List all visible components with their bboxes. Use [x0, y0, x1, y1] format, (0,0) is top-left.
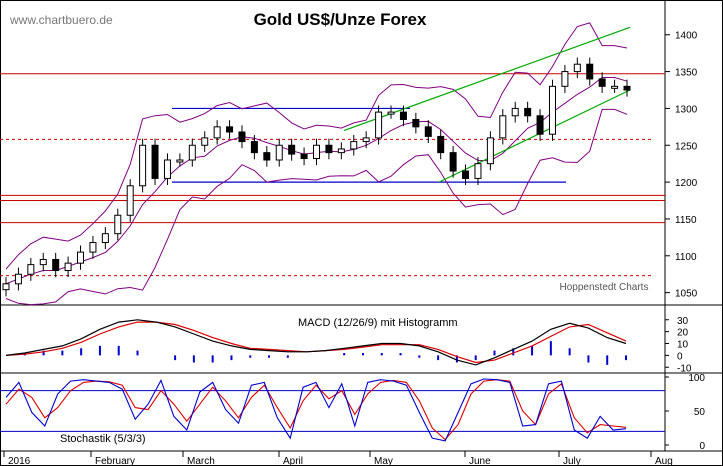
x-tick-label: Aug — [655, 456, 673, 466]
price-tick-label: 1200 — [675, 178, 698, 189]
price-tick-label: 1050 — [675, 289, 698, 300]
candle-body — [213, 126, 221, 139]
candle-body — [114, 214, 122, 235]
candle-body — [474, 163, 482, 179]
price-tick-label: 1150 — [675, 215, 697, 226]
candle-body — [275, 144, 283, 161]
candle-body — [399, 111, 407, 120]
candle-body — [462, 170, 470, 179]
stoch-tick-label: 0 — [699, 441, 705, 452]
macd-tick-label: 20 — [677, 328, 689, 339]
stoch-d-line — [5, 379, 627, 441]
candle-body — [2, 283, 10, 291]
stoch-tick-label: 50 — [694, 407, 706, 418]
macd-line — [5, 319, 627, 366]
candle-body — [27, 264, 35, 275]
price-tick-label: 1250 — [675, 141, 698, 152]
stoch-tick-label: 100 — [688, 373, 705, 384]
bollinger-lower-band — [5, 108, 628, 306]
macd-tick-label: 0 — [677, 351, 683, 362]
candle-body — [288, 144, 296, 155]
candle-body — [437, 135, 445, 154]
candle-body — [337, 148, 345, 154]
x-tick-label: June — [469, 456, 491, 466]
candle-body — [598, 78, 606, 87]
candle-body — [499, 115, 507, 139]
candle-body — [486, 137, 494, 165]
candle-body — [64, 262, 72, 272]
price-tick-label: 1300 — [675, 104, 698, 115]
macd-tick-label: 30 — [677, 316, 689, 327]
candle-body — [561, 71, 569, 87]
candle-body — [313, 144, 320, 160]
candle-body — [350, 141, 358, 150]
candle-body — [126, 185, 134, 216]
x-tick-label: February — [95, 456, 135, 466]
candle-body — [151, 144, 159, 179]
candle-body — [176, 159, 184, 163]
candle-body — [14, 273, 22, 285]
price-tick-label: 1350 — [675, 68, 698, 79]
x-tick-label: April — [283, 456, 303, 466]
candle-body — [163, 159, 171, 179]
candle-body — [424, 126, 432, 137]
candle-body — [89, 242, 97, 253]
candle-body — [623, 85, 631, 91]
macd-title: MACD (12/26/9) mit Histogramm — [298, 317, 458, 329]
candle-body — [536, 115, 544, 135]
x-tick-label: July — [563, 456, 581, 466]
macd-tick-label: -10 — [677, 363, 692, 374]
candle-body — [548, 85, 556, 135]
price-tick-label: 1400 — [675, 31, 698, 42]
candle-body — [77, 251, 85, 264]
website-label: www.chartbuero.de — [9, 13, 113, 27]
candle-body — [238, 131, 246, 143]
candle-body — [52, 258, 60, 272]
x-tick-label: May — [374, 456, 393, 466]
macd-tick-label: 10 — [677, 340, 689, 351]
candle-body — [101, 233, 109, 244]
candle-body — [201, 137, 209, 146]
candle-body — [375, 111, 383, 139]
candle-body — [263, 152, 271, 161]
candle-body — [300, 153, 308, 160]
x-tick-label: March — [187, 456, 215, 466]
candle-body — [449, 152, 457, 172]
candle-body — [362, 137, 370, 143]
credit-label: Hoppenstedt Charts — [560, 282, 649, 293]
chart-title: Gold US$/Unze Forex — [254, 10, 427, 29]
x-tick-label: 2016 — [8, 456, 31, 466]
stoch-k-line — [5, 378, 627, 442]
candle-body — [412, 118, 420, 128]
candle-body — [387, 111, 395, 115]
candle-body — [139, 144, 147, 187]
price-tick-label: 1100 — [675, 252, 697, 263]
candle-body — [188, 144, 196, 161]
candle-body — [39, 258, 47, 266]
candle-body — [586, 63, 594, 80]
candle-body — [250, 141, 258, 154]
candle-body — [511, 107, 519, 117]
candle-body — [226, 126, 234, 133]
candle-body — [573, 63, 581, 73]
bollinger-upper-band — [5, 22, 628, 270]
candle-body — [611, 85, 619, 89]
candle-body — [524, 107, 532, 117]
trend-channel-line — [438, 89, 631, 183]
stochastic-title: Stochastik (5/3/3) — [60, 433, 146, 445]
candle-body — [325, 144, 333, 154]
